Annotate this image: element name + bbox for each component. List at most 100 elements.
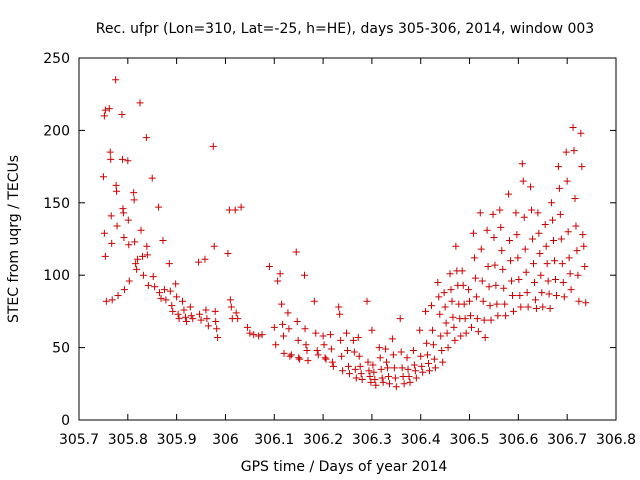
data-point xyxy=(527,183,535,191)
data-point xyxy=(446,270,454,278)
data-point xyxy=(250,331,258,339)
data-point xyxy=(133,265,141,273)
data-point xyxy=(124,216,132,224)
data-point xyxy=(201,255,209,263)
data-point xyxy=(513,231,521,239)
x-tick-label: 306.1 xyxy=(254,432,294,448)
data-point xyxy=(419,368,427,376)
data-point xyxy=(390,364,398,372)
data-point xyxy=(180,306,188,314)
data-point xyxy=(427,302,435,310)
data-point xyxy=(444,344,452,352)
data-point xyxy=(113,222,121,230)
data-point xyxy=(472,293,480,301)
chart-title: Rec. ufpr (Lon=310, Lat=-25, h=HE), days… xyxy=(96,21,594,37)
data-point xyxy=(563,177,571,185)
data-point xyxy=(492,281,500,289)
x-tick-label: 305.9 xyxy=(157,432,197,448)
data-point xyxy=(108,239,116,247)
data-point xyxy=(417,352,425,360)
data-point xyxy=(435,293,443,301)
data-point xyxy=(143,251,151,259)
data-point xyxy=(165,260,173,268)
data-point xyxy=(544,277,552,285)
data-point xyxy=(370,368,378,376)
data-point xyxy=(487,316,495,324)
data-point xyxy=(243,323,251,331)
data-point xyxy=(483,226,491,234)
data-point xyxy=(406,378,414,386)
y-tick-label: 100 xyxy=(43,268,70,284)
data-point xyxy=(571,194,579,202)
scatter-points xyxy=(99,76,590,391)
data-point xyxy=(509,291,517,299)
data-point xyxy=(212,318,220,326)
data-point xyxy=(335,303,343,311)
data-point xyxy=(274,277,282,285)
data-point xyxy=(301,271,309,279)
data-point xyxy=(448,297,456,305)
data-point xyxy=(118,110,126,118)
x-tick-label: 305.8 xyxy=(108,432,148,448)
data-point xyxy=(481,333,489,341)
data-point xyxy=(490,234,498,242)
data-point xyxy=(467,312,475,320)
data-point xyxy=(557,235,565,243)
plot-border xyxy=(78,57,617,421)
data-point xyxy=(356,362,364,370)
data-point xyxy=(134,255,142,263)
data-point xyxy=(570,147,578,155)
data-point xyxy=(168,302,176,310)
data-point xyxy=(532,305,540,313)
data-point xyxy=(543,260,551,268)
data-point xyxy=(578,163,586,171)
data-point xyxy=(474,328,482,336)
data-point xyxy=(480,316,488,324)
data-point xyxy=(388,335,396,343)
data-point xyxy=(178,297,186,305)
data-point xyxy=(108,296,116,304)
data-point xyxy=(382,345,390,353)
data-point xyxy=(224,249,232,257)
data-point xyxy=(106,148,114,156)
y-axis: 0 50 100 150 200 250 xyxy=(43,51,616,429)
data-point xyxy=(523,289,531,297)
data-point xyxy=(449,313,457,321)
data-point xyxy=(385,373,393,381)
data-point xyxy=(345,370,353,378)
data-point xyxy=(278,300,286,308)
x-tick-label: 305.7 xyxy=(59,432,99,448)
data-point xyxy=(211,307,219,315)
data-point xyxy=(439,358,447,366)
data-point xyxy=(372,381,380,389)
data-point xyxy=(155,203,163,211)
data-point xyxy=(519,177,527,185)
data-point xyxy=(322,355,330,363)
data-point xyxy=(434,278,442,286)
data-point xyxy=(423,339,431,347)
x-tick-label: 306.5 xyxy=(449,432,489,448)
data-point xyxy=(551,276,559,284)
data-point xyxy=(187,312,195,320)
data-point xyxy=(137,226,145,234)
data-point xyxy=(422,307,430,315)
data-point xyxy=(258,331,266,339)
data-point xyxy=(172,280,180,288)
data-point xyxy=(100,112,108,120)
data-point xyxy=(531,296,539,304)
data-point xyxy=(539,303,547,311)
data-point xyxy=(378,374,386,382)
data-point xyxy=(286,352,294,360)
data-point xyxy=(338,352,346,360)
data-point xyxy=(352,374,360,382)
data-point xyxy=(442,319,450,327)
data-point xyxy=(389,351,397,359)
data-point xyxy=(301,325,309,333)
data-point xyxy=(186,303,194,311)
data-point xyxy=(310,297,318,305)
data-point xyxy=(379,378,387,386)
y-tick-label: 0 xyxy=(61,413,70,429)
data-point xyxy=(575,297,583,305)
data-point xyxy=(530,278,538,286)
